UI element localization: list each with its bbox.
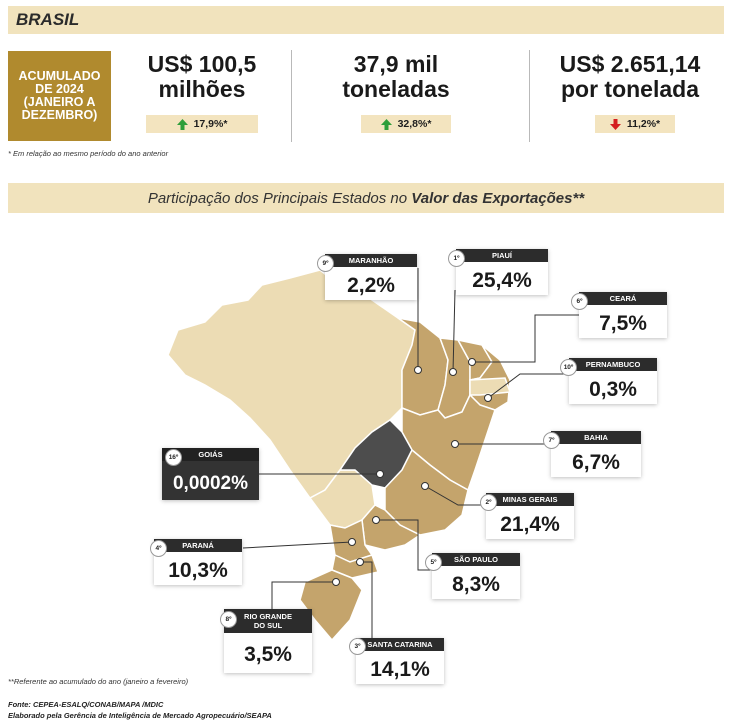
arrow-up-icon [176, 118, 188, 130]
card-piaui: PIAUÍ 25,4% [456, 249, 548, 295]
card-state-name: PERNAMBUCO [569, 358, 657, 371]
marker-pernambuco [484, 394, 492, 402]
kpi-volume-change-chip: 32,8%* [361, 115, 451, 133]
region-title: BRASIL [16, 10, 80, 29]
card-state-value: 7,5% [599, 312, 647, 335]
kpi-divider-1 [291, 50, 292, 142]
kpi-footnote: * Em relação ao mesmo período do ano ant… [8, 149, 169, 158]
marker-sao-paulo [372, 516, 380, 524]
kpi-price-text: US$ 2.651,14 por tonelada [559, 51, 701, 102]
marker-ceara [468, 358, 476, 366]
rank-badge: 6º [571, 293, 588, 310]
card-state-value: 21,4% [500, 513, 560, 536]
kpi-volume-block: 37,9 mil toneladas 32,8%* [296, 52, 496, 142]
rank-badge: 1º [448, 250, 465, 267]
card-state-value: 10,3% [168, 559, 228, 582]
leader-rs [271, 581, 336, 611]
state-markers [332, 358, 492, 586]
rank-badge: 10º [560, 359, 577, 376]
source-line-2: Elaborado pela Gerência de Inteligência … [8, 711, 272, 720]
section-title-bold: Valor das Exportações [411, 190, 573, 207]
card-state-name: PARANÁ [154, 539, 242, 552]
card-state-value: 0,3% [589, 378, 637, 401]
kpi-price-block: US$ 2.651,14 por tonelada 11,2%* [540, 52, 720, 142]
card-state-value: 6,7% [572, 451, 620, 474]
rank-badge: 2º [480, 494, 497, 511]
card-bahia: BAHIA 6,7% [551, 431, 641, 477]
section-title-suffix: ** [572, 190, 585, 207]
card-state-name: MINAS GERAIS [486, 493, 574, 506]
rank-badge: 16º [165, 449, 182, 466]
card-state-name: GOIÁS [162, 448, 259, 461]
kpi-value-change: 17,9%* [193, 118, 228, 130]
marker-minas [421, 482, 429, 490]
map-state-rio-grande-do-sul [299, 569, 363, 642]
card-state-value: 14,1% [370, 658, 430, 681]
kpi-volume-text: 37,9 mil toneladas [342, 51, 450, 102]
card-state-value: 0,0002% [172, 473, 248, 494]
card-state-name: MARANHÃO [325, 254, 417, 267]
card-goias: GOIÁS 0,0002% [162, 448, 259, 500]
section-title: Participação dos Principais Estados no V… [8, 190, 724, 207]
card-rio-grande-do-sul: RIO GRANDE DO SUL 3,5% [224, 609, 312, 673]
card-state-name: SÃO PAULO [432, 553, 520, 566]
map-state-pernambuco [469, 377, 512, 396]
card-state-value: 25,4% [472, 269, 532, 292]
marker-parana [348, 538, 356, 546]
section-title-prefix: Participação dos Principais Estados no [147, 190, 412, 207]
leader-sao-paulo [376, 519, 432, 571]
rank-badge: 7º [543, 432, 560, 449]
card-state-value: 2,2% [347, 274, 395, 297]
card-santa-catarina: SANTA CATARINA 14,1% [356, 638, 444, 684]
map-footnote: **Referente ao acumulado do ano (janeiro… [8, 677, 189, 686]
card-state-name: BAHIA [551, 431, 641, 444]
card-minas-gerais: MINAS GERAIS 21,4% [486, 493, 574, 539]
section-title-band: Participação dos Principais Estados no V… [8, 183, 724, 213]
marker-bahia [451, 440, 459, 448]
card-state-name: PIAUÍ [456, 249, 548, 262]
card-ceara: CEARÁ 7,5% [579, 292, 667, 338]
rank-badge: 3º [349, 638, 366, 655]
rank-badge: 4º [150, 540, 167, 557]
period-badge: ACUMULADO DE 2024 (JANEIRO A DEZEMBRO) [8, 51, 111, 141]
kpi-price-change-chip: 11,2%* [595, 115, 675, 133]
card-state-name: RIO GRANDE DO SUL [224, 609, 312, 633]
marker-piaui [449, 368, 457, 376]
rank-badge: 8º [220, 611, 237, 628]
card-sao-paulo: SÃO PAULO 8,3% [432, 553, 520, 599]
marker-goias [376, 470, 384, 478]
arrow-down-icon [609, 118, 621, 130]
kpi-price-change: 11,2%* [626, 118, 661, 130]
kpi-value-block: US$ 100,5 milhões 17,9%* [118, 52, 286, 142]
source-line-1: Fonte: CEPEA-ESALQ/CONAB/MAPA /MDIC [8, 700, 164, 709]
marker-santa-catarina [356, 558, 364, 566]
arrow-up-icon [380, 118, 392, 130]
leader-parana [242, 541, 353, 549]
marker-rs [332, 578, 340, 586]
card-pernambuco: PERNAMBUCO 0,3% [569, 358, 657, 404]
card-state-name: CEARÁ [579, 292, 667, 305]
rank-badge: 5º [425, 554, 442, 571]
card-state-value: 8,3% [452, 573, 500, 596]
kpi-value-text: US$ 100,5 milhões [147, 51, 257, 102]
leader-piaui [452, 289, 456, 373]
marker-maranhao [414, 366, 422, 374]
leader-ceara [472, 314, 579, 363]
kpi-divider-2 [529, 50, 530, 142]
card-parana: PARANÁ 10,3% [154, 539, 242, 585]
card-state-name: SANTA CATARINA [356, 638, 444, 651]
rank-badge: 9º [317, 255, 334, 272]
card-state-value: 3,5% [244, 643, 292, 666]
leader-minas [424, 485, 486, 506]
leader-pernambuco [487, 373, 569, 399]
card-maranhao: MARANHÃO 2,2% [325, 254, 417, 300]
kpi-volume-change: 32,8%* [397, 118, 432, 130]
region-title-band: BRASIL [8, 6, 724, 34]
kpi-value-change-chip: 17,9%* [146, 115, 258, 133]
